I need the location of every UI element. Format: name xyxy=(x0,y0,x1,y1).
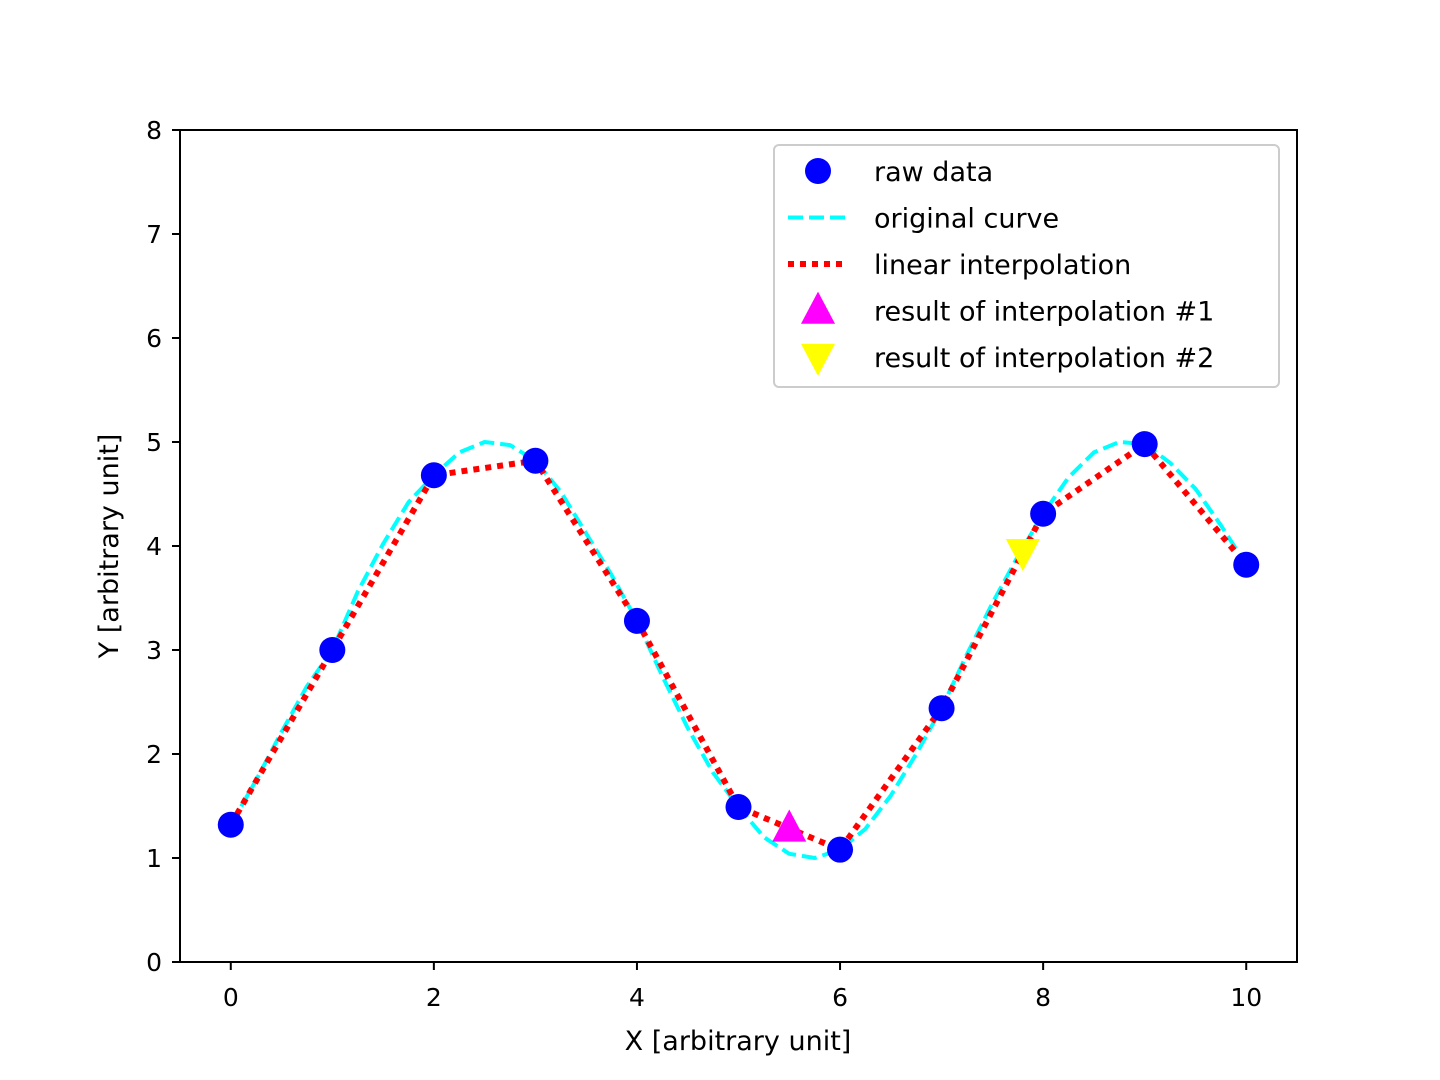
y-tick-label: 5 xyxy=(146,428,162,457)
y-axis-label: Y [arbitrary unit] xyxy=(94,434,125,660)
raw-data-point xyxy=(319,637,346,663)
result-of-interpolation-1-point xyxy=(772,809,807,842)
legend-box xyxy=(773,144,1280,388)
y-tick-label: 7 xyxy=(146,220,162,249)
y-tick-label: 6 xyxy=(146,324,162,353)
raw-data-point xyxy=(522,447,549,474)
raw-data-point xyxy=(1233,551,1260,578)
x-tick-label: 6 xyxy=(832,983,848,1012)
raw-data-point xyxy=(928,695,955,722)
legend-label-linear-interpolation: linear interpolation xyxy=(874,250,1131,281)
y-tick-label: 4 xyxy=(146,532,162,561)
raw-data-point xyxy=(1030,500,1057,527)
legend-label-result-of-interpolation-2: result of interpolation #2 xyxy=(874,343,1214,374)
ticks-layer: 0 2 4 6 8 10 0 1 2 3 4 5 6 7 8 xyxy=(146,116,1262,1012)
x-tick-label: 10 xyxy=(1230,983,1262,1012)
y-tick-label: 2 xyxy=(146,740,162,769)
legend-label-original-curve: original curve xyxy=(874,204,1059,235)
raw-data-point xyxy=(827,836,854,863)
legend-marker-result-of-interpolation-1 xyxy=(800,291,836,324)
legend-marker-raw-data xyxy=(805,158,831,184)
y-tick-label: 3 xyxy=(146,636,162,665)
x-axis-label: X [arbitrary unit] xyxy=(625,1026,852,1057)
linear-interpolation-line xyxy=(228,441,1249,853)
legend: raw data original curve linear interpolati… xyxy=(773,144,1280,388)
series-layer xyxy=(217,431,1260,863)
x-tick-label: 2 xyxy=(426,983,442,1012)
x-tick-label: 4 xyxy=(629,983,645,1012)
raw-data-point xyxy=(217,811,244,838)
x-tick-label: 0 xyxy=(223,983,239,1012)
y-tick-label: 0 xyxy=(146,948,162,977)
raw-data-point xyxy=(1131,431,1158,458)
x-tick-label: 8 xyxy=(1035,983,1051,1012)
legend-label-result-of-interpolation-1: result of interpolation #1 xyxy=(874,297,1214,328)
legend-label-raw-data: raw data xyxy=(874,157,993,188)
raw-data-point xyxy=(725,794,752,821)
raw-data-point xyxy=(623,607,650,634)
result-of-interpolation-2-point xyxy=(1005,539,1040,572)
raw-data-point xyxy=(420,462,447,489)
y-tick-label: 1 xyxy=(146,844,162,873)
y-tick-label: 8 xyxy=(146,116,162,145)
legend-marker-result-of-interpolation-2 xyxy=(800,343,836,376)
